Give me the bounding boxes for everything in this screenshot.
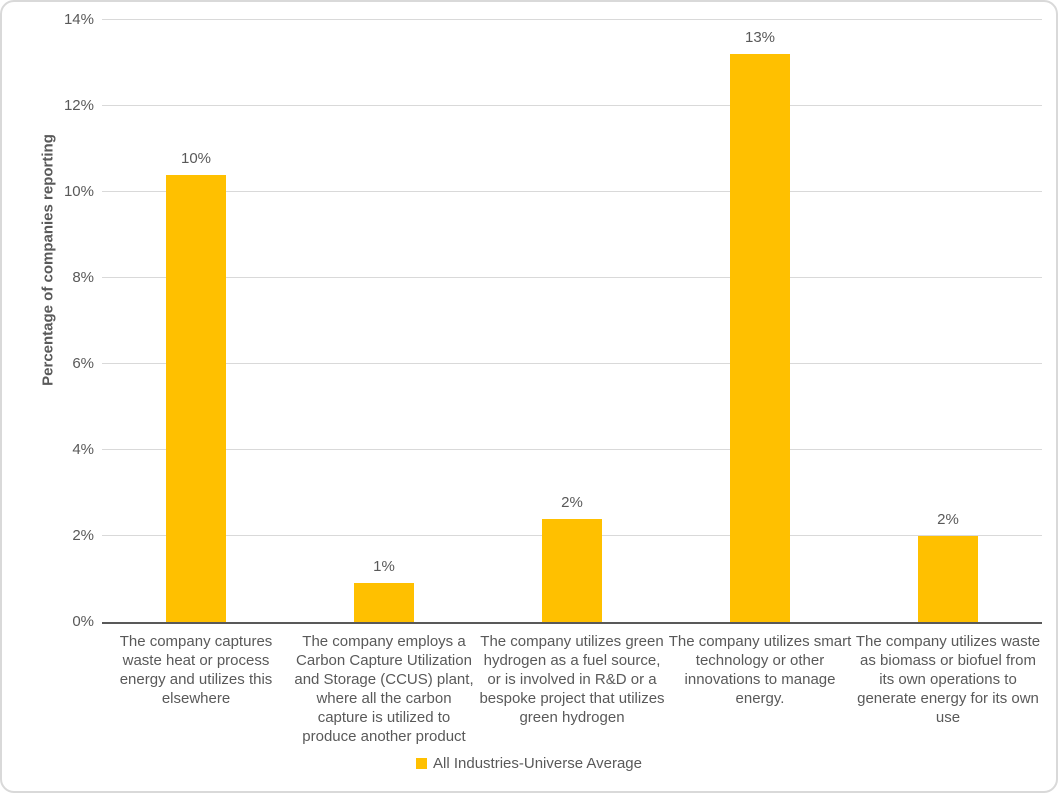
bar-value-label: 13% (744, 29, 776, 46)
y-tick-label: 4% (72, 441, 94, 458)
y-tick-label: 0% (72, 613, 94, 630)
bar (166, 175, 226, 622)
gridline (102, 449, 1042, 450)
bar (730, 54, 790, 622)
y-tick-label: 14% (63, 11, 94, 28)
x-category-label: The company utilizes smart technology or… (668, 633, 852, 707)
y-tick-label: 8% (72, 269, 94, 286)
gridline (102, 191, 1042, 192)
y-tick-label: 12% (63, 97, 94, 114)
bar-value-label: 2% (937, 511, 959, 528)
legend-label: All Industries-Universe Average (433, 755, 642, 772)
legend-swatch-icon (416, 758, 427, 769)
bar (542, 519, 602, 622)
x-category-label: The company employs a Carbon Capture Uti… (294, 633, 474, 745)
x-category-label: The company utilizes waste as biomass or… (855, 633, 1041, 726)
bar-value-label: 2% (561, 494, 583, 511)
y-tick-label: 2% (72, 527, 94, 544)
bar-value-label: 1% (373, 558, 395, 575)
bar (918, 536, 978, 622)
x-category-label: The company utilizes green hydrogen as a… (479, 633, 665, 726)
y-tick-label: 6% (72, 355, 94, 372)
bar-value-label: 10% (180, 150, 212, 167)
gridline (102, 277, 1042, 278)
gridline (102, 363, 1042, 364)
plot-area: 10% 1% 2% 13% 2% (102, 19, 1042, 624)
y-tick-label: 10% (63, 183, 94, 200)
legend: All Industries-Universe Average (2, 755, 1056, 772)
x-category-label: The company captures waste heat or proce… (119, 633, 273, 707)
bar (354, 583, 414, 622)
gridline (102, 105, 1042, 106)
gridline (102, 19, 1042, 20)
y-axis-title: Percentage of companies reporting (39, 134, 57, 386)
